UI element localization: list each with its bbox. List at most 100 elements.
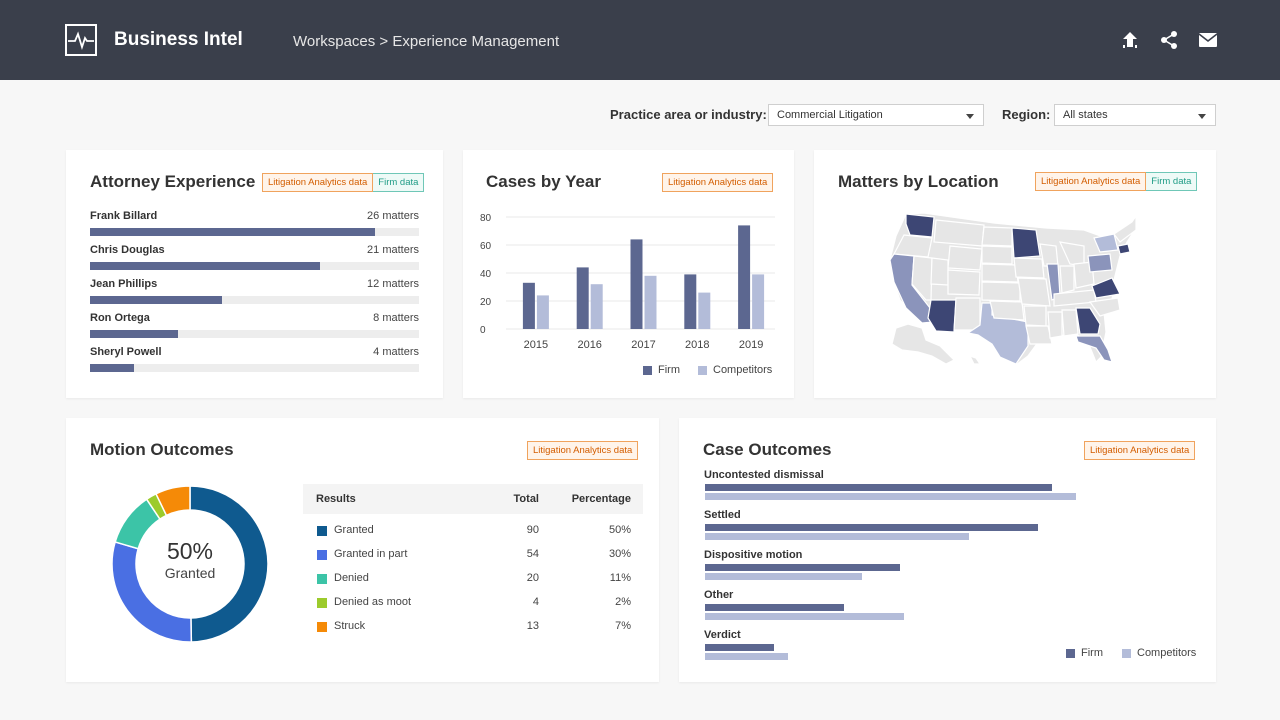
attorney-matters: 4 matters — [373, 346, 419, 358]
data-source-tags: Litigation Analytics data — [527, 441, 639, 460]
card-title: Cases by Year — [486, 172, 601, 191]
state-ms[interactable] — [1047, 311, 1063, 339]
bar-firm-2019 — [738, 225, 751, 329]
card-title: Case Outcomes — [703, 440, 832, 459]
bar-competitors-2018 — [698, 292, 711, 329]
state-nm[interactable] — [953, 297, 981, 331]
state-nv[interactable] — [911, 255, 933, 301]
logo-icon — [65, 24, 97, 56]
state-new-england[interactable] — [1113, 214, 1137, 243]
column-results: Results — [316, 493, 356, 505]
bar-firm-2015 — [522, 282, 535, 329]
color-swatch — [317, 598, 327, 608]
practice-area-select[interactable]: Commercial Litigation — [768, 104, 984, 126]
column-percentage: Percentage — [571, 493, 631, 505]
state-ak[interactable] — [891, 323, 956, 365]
state-ia[interactable] — [1013, 257, 1045, 279]
donut-slice-granted — [189, 485, 269, 643]
state-ga[interactable] — [1075, 307, 1101, 335]
donut-slice-struck — [154, 485, 191, 517]
bar-competitors — [705, 573, 863, 580]
state-fl[interactable] — [1075, 335, 1113, 363]
state-wy[interactable] — [947, 245, 983, 271]
bar-firm — [705, 484, 1053, 491]
state-nd[interactable] — [981, 226, 1013, 247]
brand-name: Business Intel — [114, 29, 243, 50]
matters-by-location-card: Matters by Location Litigation Analytics… — [814, 150, 1216, 398]
attorney-name: Chris Douglas — [90, 244, 165, 256]
table-row[interactable]: Struck 13 7% — [303, 614, 643, 638]
bar-firm-2016 — [576, 267, 589, 329]
breadcrumb[interactable]: Workspaces > Experience Management — [293, 33, 560, 50]
state-mn[interactable] — [1011, 227, 1041, 259]
result-label: Granted — [334, 524, 374, 536]
firm-data-tag: Firm data — [373, 173, 425, 192]
litigation-analytics-tag: Litigation Analytics data — [1035, 172, 1147, 191]
attorney-bar-track — [90, 296, 419, 304]
attorney-bar-fill — [90, 364, 134, 372]
practice-area-label: Practice area or industry: — [610, 107, 767, 122]
upload-icon[interactable] — [1120, 30, 1140, 50]
state-co[interactable] — [947, 269, 981, 296]
cases-by-year-card: Cases by Year Litigation Analytics data … — [463, 150, 794, 398]
y-tick-label: 60 — [480, 241, 492, 252]
outcome-label: Other — [704, 589, 734, 601]
state-in[interactable] — [1059, 265, 1075, 294]
state-sd[interactable] — [981, 245, 1013, 265]
outcome-label: Dispositive motion — [704, 549, 803, 561]
state-tx[interactable] — [966, 302, 1029, 365]
state-al[interactable] — [1061, 309, 1079, 337]
attorney-bar-track — [90, 228, 419, 236]
state-wa[interactable] — [905, 213, 935, 238]
result-label: Denied — [334, 572, 369, 584]
attorney-name: Sheryl Powell — [90, 346, 162, 358]
attorney-experience-card: Attorney Experience Litigation Analytics… — [66, 150, 443, 398]
attorney-matters: 12 matters — [367, 278, 419, 290]
table-row[interactable]: Denied as moot 4 2% — [303, 590, 643, 614]
bar-firm — [705, 564, 900, 571]
state-ok[interactable] — [989, 300, 1025, 321]
attorney-bar-fill — [90, 330, 178, 338]
table-row[interactable]: Denied 20 11% — [303, 566, 643, 590]
chevron-down-icon — [1198, 114, 1206, 119]
litigation-analytics-tag: Litigation Analytics data — [1084, 441, 1196, 460]
result-label: Denied as moot — [334, 596, 412, 608]
state-ks[interactable] — [981, 281, 1021, 302]
litigation-analytics-tag: Litigation Analytics data — [527, 441, 639, 460]
state-mo[interactable] — [1017, 277, 1051, 307]
attorney-name: Jean Phillips — [90, 278, 158, 290]
bar-firm-2018 — [684, 274, 697, 329]
x-tick-label: 2016 — [577, 339, 601, 351]
y-tick-label: 0 — [480, 325, 486, 336]
state-hi[interactable] — [968, 354, 982, 365]
attorney-name: Ron Ortega — [90, 312, 150, 324]
state-ut[interactable] — [930, 257, 949, 286]
state-la[interactable] — [1025, 325, 1053, 345]
state-pa[interactable] — [1087, 253, 1113, 273]
bar-competitors — [705, 613, 905, 620]
attorney-bar-track — [90, 262, 419, 270]
state-nc[interactable] — [1088, 297, 1121, 317]
state-ct[interactable] — [1117, 243, 1131, 255]
result-total: 20 — [526, 572, 539, 584]
result-label: Struck — [334, 620, 366, 632]
mail-icon[interactable] — [1198, 30, 1218, 50]
region-label: Region: — [1002, 107, 1051, 122]
state-ne[interactable] — [981, 263, 1019, 283]
donut-center-label: Granted — [164, 565, 216, 581]
table-row[interactable]: Granted in part 54 30% — [303, 542, 643, 566]
bar-competitors — [705, 493, 1076, 500]
state-ny[interactable] — [1093, 233, 1119, 253]
legend-label: Competitors — [713, 364, 773, 376]
state-az[interactable] — [927, 299, 957, 333]
x-tick-label: 2019 — [739, 339, 763, 351]
region-select[interactable]: All states — [1054, 104, 1216, 126]
state-mt[interactable] — [933, 219, 985, 247]
table-row[interactable]: Granted 90 50% — [303, 518, 643, 542]
state-va[interactable] — [1091, 277, 1121, 299]
share-icon[interactable] — [1159, 30, 1179, 50]
outcome-label: Settled — [704, 509, 741, 521]
state-ar[interactable] — [1023, 305, 1047, 327]
us-map[interactable] — [814, 150, 1216, 398]
bar-firm — [705, 524, 1039, 531]
